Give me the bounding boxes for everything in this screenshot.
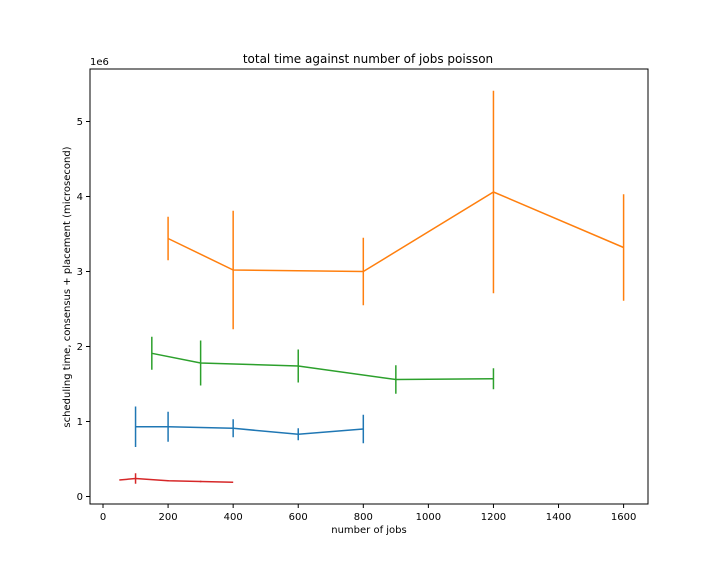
x-tick-label: 400 [224, 512, 243, 523]
y-axis-label: scheduling time, consensus + placement (… [62, 146, 73, 427]
x-axis-label: number of jobs [331, 525, 406, 536]
y-tick-label: 3 [77, 267, 83, 278]
series-layer [119, 90, 625, 484]
x-tick-label: 0 [100, 512, 106, 523]
chart-title: total time against number of jobs poisso… [243, 52, 493, 66]
x-tick-label: 600 [289, 512, 308, 523]
series-line [119, 477, 234, 484]
series-line [151, 352, 494, 381]
y-axis-offset-label: 1e6 [90, 57, 109, 68]
x-tick-label: 800 [354, 512, 373, 523]
series-4 [119, 473, 234, 484]
series-2 [167, 90, 625, 330]
axis-ticks: 0 200 400 600 800 1000 1200 1400 1600 0 1 2 3 4 5 [77, 117, 637, 523]
series-line [135, 426, 364, 436]
series-line [167, 191, 624, 273]
x-tick-label: 1200 [481, 512, 506, 523]
x-tick-label: 1000 [416, 512, 441, 523]
x-tick-label: 1400 [546, 512, 571, 523]
series-3 [151, 336, 495, 394]
y-tick-label: 4 [77, 192, 83, 203]
y-tick-label: 1 [77, 417, 83, 428]
x-tick-label: 1600 [611, 512, 636, 523]
y-tick-label: 5 [77, 117, 83, 128]
y-tick-label: 0 [77, 492, 83, 503]
x-tick-label: 200 [159, 512, 178, 523]
series-1 [134, 406, 365, 447]
y-tick-label: 2 [77, 342, 83, 353]
plot-frame [89, 68, 649, 505]
